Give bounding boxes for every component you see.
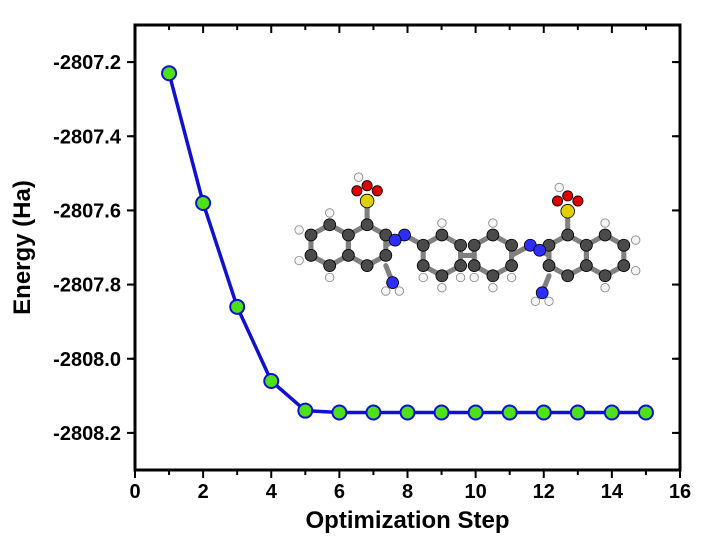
svg-text:-2807.2: -2807.2 — [53, 52, 121, 74]
data-marker — [196, 196, 210, 210]
data-marker — [537, 406, 551, 420]
data-marker — [639, 406, 653, 420]
svg-text:-2807.8: -2807.8 — [53, 275, 121, 297]
svg-text:2: 2 — [198, 481, 209, 503]
svg-text:-2807.6: -2807.6 — [53, 200, 121, 222]
svg-text:-2808.2: -2808.2 — [53, 423, 121, 445]
data-marker — [469, 406, 483, 420]
data-marker — [435, 406, 449, 420]
svg-text:-2808.0: -2808.0 — [53, 349, 121, 371]
data-marker — [401, 406, 415, 420]
data-marker — [366, 406, 380, 420]
data-marker — [571, 406, 585, 420]
x-axis-label: Optimization Step — [306, 507, 510, 534]
chart-container: 0 2 4 6 8 10 12 14 16 -2807.2 -2807.4 -2807.6 -2807.… — [0, 0, 710, 554]
data-marker — [162, 66, 176, 80]
svg-text:-2807.4: -2807.4 — [53, 126, 122, 148]
data-marker — [264, 374, 278, 388]
y-axis-label: Energy (Ha) — [9, 180, 36, 315]
svg-text:10: 10 — [465, 481, 487, 503]
data-marker — [503, 406, 517, 420]
data-marker — [332, 406, 346, 420]
svg-text:14: 14 — [601, 481, 624, 503]
data-marker — [230, 300, 244, 314]
svg-text:0: 0 — [129, 481, 140, 503]
data-marker — [298, 404, 312, 418]
svg-text:12: 12 — [533, 481, 555, 503]
svg-text:6: 6 — [334, 481, 345, 503]
svg-text:16: 16 — [669, 481, 691, 503]
data-marker — [605, 406, 619, 420]
svg-text:4: 4 — [266, 481, 278, 503]
svg-text:8: 8 — [402, 481, 413, 503]
energy-optimization-chart: 0 2 4 6 8 10 12 14 16 -2807.2 -2807.4 -2807.6 -2807.… — [0, 0, 710, 554]
